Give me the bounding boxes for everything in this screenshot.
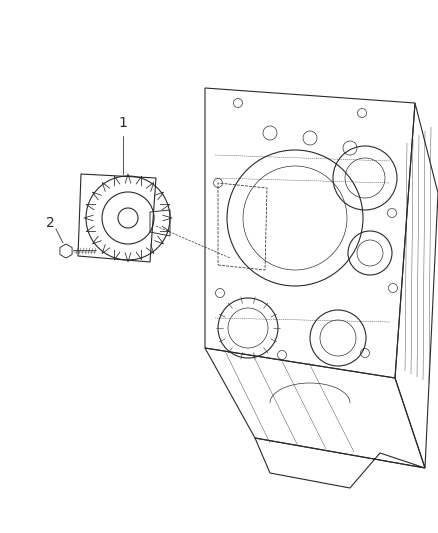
Text: 2: 2: [46, 216, 54, 230]
Text: 1: 1: [119, 116, 127, 130]
